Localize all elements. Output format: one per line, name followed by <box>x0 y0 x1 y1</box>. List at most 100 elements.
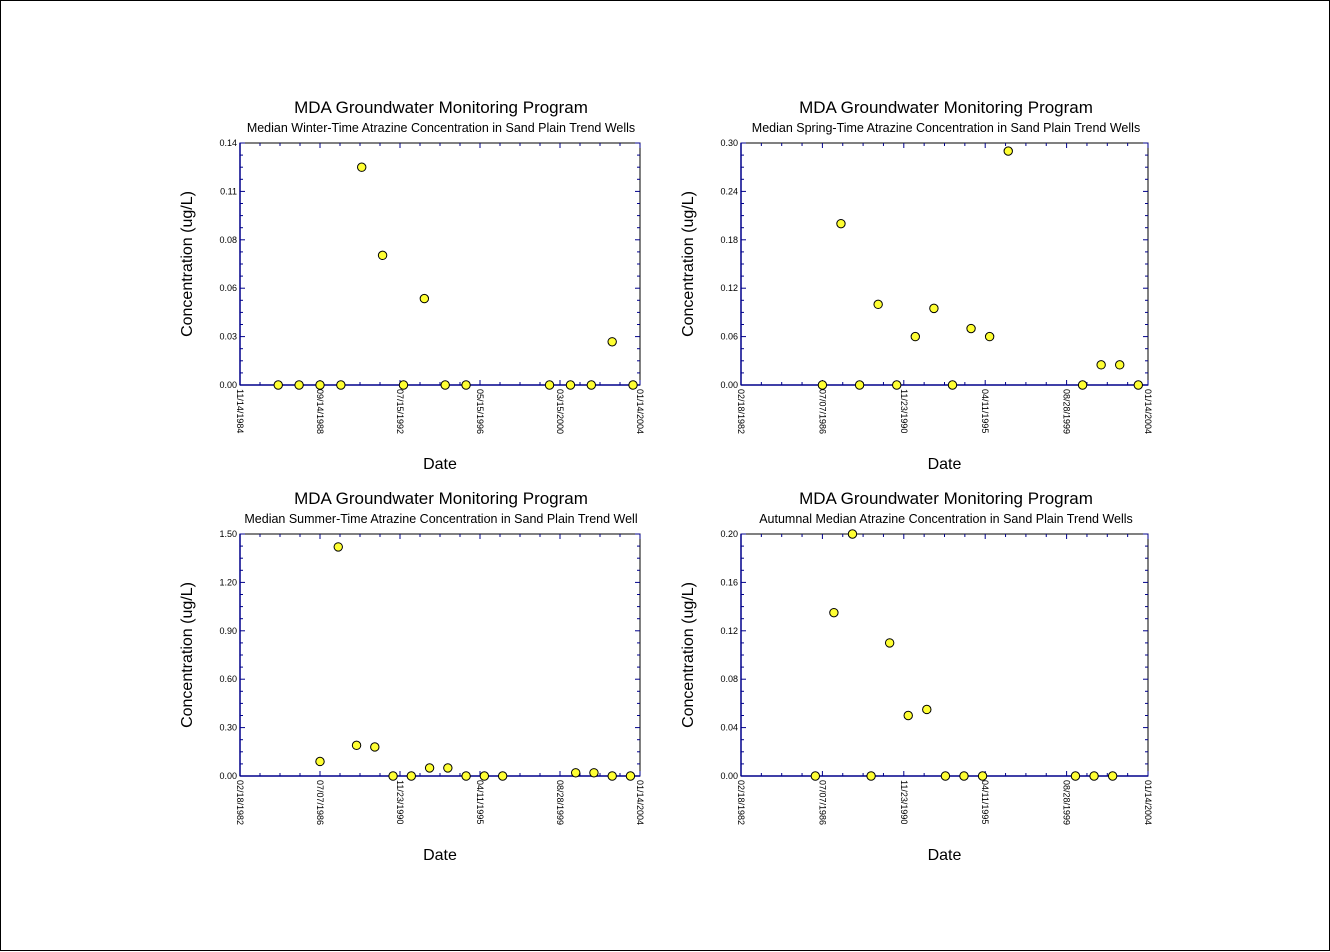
data-point <box>440 380 450 390</box>
y-tick-label: 0.11 <box>220 186 237 196</box>
data-point <box>294 380 304 390</box>
data-point <box>884 638 895 648</box>
data-point <box>315 756 325 767</box>
x-axis-title: Date <box>423 456 457 473</box>
data-point <box>1096 360 1106 370</box>
data-point <box>940 771 951 781</box>
data-point <box>607 771 617 781</box>
data-point <box>479 771 490 781</box>
y-tick-label: 1.20 <box>219 577 237 587</box>
y-tick-label: 0.00 <box>219 771 237 781</box>
x-tick-label: 08/28/1999 <box>1062 389 1072 434</box>
y-tick-label: 0.04 <box>720 723 738 733</box>
x-tick-label: 07/07/1986 <box>817 780 827 825</box>
data-point <box>1107 771 1118 781</box>
y-tick-label: 0.30 <box>219 723 237 733</box>
data-point <box>810 771 821 781</box>
data-point <box>922 704 932 715</box>
x-tick-label: 03/15/2000 <box>555 389 565 434</box>
x-axis-title: Date <box>423 847 457 864</box>
data-point <box>903 710 913 721</box>
x-tick-label: 11/23/1990 <box>395 780 405 824</box>
y-tick-label: 0.06 <box>720 332 738 342</box>
data-point <box>406 771 416 781</box>
chart-subtitle: Median Summer-Time Atrazine Concentratio… <box>244 512 637 526</box>
x-tick-label: 11/23/1990 <box>899 780 909 824</box>
plot-area <box>239 142 641 386</box>
data-point <box>357 162 367 172</box>
data-point <box>273 380 283 390</box>
y-tick-label: 0.03 <box>219 332 237 342</box>
x-tick-label: 11/23/1990 <box>899 389 909 433</box>
chart-panel-4: MDA Groundwater Monitoring Program Autumn… <box>680 489 1153 864</box>
chart-title: MDA Groundwater Monitoring Program <box>799 98 1093 117</box>
y-tick-label: 0.12 <box>720 626 738 636</box>
y-tick-label: 0.08 <box>720 674 738 684</box>
y-axis-title: Concentration (ug/L) <box>680 582 697 728</box>
data-point <box>929 303 939 314</box>
data-point <box>589 768 599 778</box>
y-axis-title: Concentration (ug/L) <box>179 191 196 337</box>
data-point <box>424 763 435 773</box>
y-tick-label: 1.50 <box>219 529 237 539</box>
y-tick-label: 0.00 <box>720 771 738 781</box>
data-point <box>315 380 325 390</box>
y-axis-title: Concentration (ug/L) <box>680 191 697 337</box>
x-tick-label: 01/14/2004 <box>635 389 645 434</box>
data-point <box>388 771 398 781</box>
data-point <box>398 380 409 390</box>
data-point <box>977 771 988 781</box>
data-point <box>866 771 876 781</box>
data-point <box>586 380 597 390</box>
x-tick-label: 02/18/1982 <box>736 389 746 434</box>
x-tick-label: 02/18/1982 <box>736 780 746 825</box>
plot-area <box>239 533 641 777</box>
data-point <box>984 331 995 342</box>
data-point <box>1070 771 1081 781</box>
y-tick-label: 0.08 <box>219 235 237 245</box>
data-point <box>370 742 380 752</box>
data-point <box>625 771 636 781</box>
data-point <box>628 380 638 390</box>
y-axis-title: Concentration (ug/L) <box>179 582 196 728</box>
data-point <box>829 607 839 618</box>
y-tick-label: 0.20 <box>720 529 738 539</box>
chart-title: MDA Groundwater Monitoring Program <box>294 98 588 117</box>
data-point <box>892 380 902 390</box>
data-point <box>966 323 976 334</box>
x-tick-label: 04/11/1995 <box>980 389 990 433</box>
plot-area <box>740 533 1149 777</box>
data-point <box>910 331 920 342</box>
chart-title: MDA Groundwater Monitoring Program <box>294 489 588 508</box>
chart-panel-2: MDA Groundwater Monitoring Program Median… <box>680 98 1153 473</box>
data-point <box>607 337 617 347</box>
x-tick-label: 01/14/2004 <box>1143 780 1153 825</box>
x-tick-label: 07/07/1986 <box>315 780 325 825</box>
data-point <box>1003 146 1013 156</box>
chart-subtitle: Median Winter-Time Atrazine Concentratio… <box>247 121 635 135</box>
x-tick-label: 11/14/1984 <box>235 389 245 433</box>
data-point <box>947 380 958 390</box>
y-tick-label: 0.18 <box>720 235 738 245</box>
chart-subtitle: Autumnal Median Atrazine Concentration i… <box>759 512 1133 526</box>
x-tick-label: 02/18/1982 <box>235 780 245 825</box>
x-tick-label: 08/28/1999 <box>555 780 565 825</box>
data-point <box>1133 380 1143 390</box>
y-tick-label: 0.14 <box>219 138 237 148</box>
data-point <box>419 293 430 304</box>
y-tick-label: 0.06 <box>219 283 237 293</box>
y-tick-label: 0.00 <box>219 380 237 390</box>
x-tick-label: 04/11/1995 <box>980 780 990 824</box>
x-tick-label: 09/14/1988 <box>315 389 325 434</box>
x-tick-label: 01/14/2004 <box>1143 389 1153 434</box>
data-point <box>461 380 471 390</box>
data-point <box>497 771 508 781</box>
x-tick-label: 05/15/1996 <box>475 389 485 434</box>
data-point <box>377 250 388 261</box>
data-point <box>461 771 471 781</box>
data-point <box>333 542 343 552</box>
data-point <box>1089 771 1099 781</box>
chart-panel-3: MDA Groundwater Monitoring Program Median… <box>179 489 645 864</box>
